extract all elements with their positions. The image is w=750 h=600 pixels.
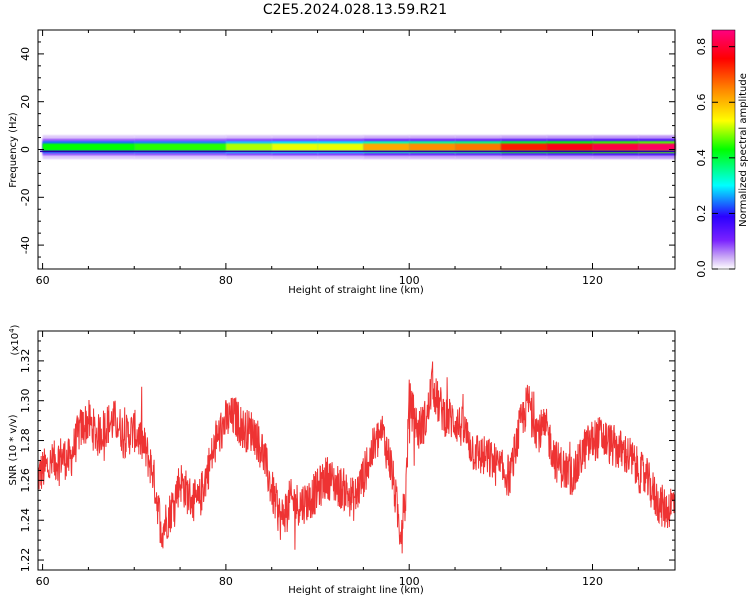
band-segment (271, 143, 319, 151)
band-segment (546, 143, 594, 151)
x-tick-label: 120 (582, 274, 603, 287)
colorbar-label: Normalized spectral amplitude (738, 73, 749, 227)
x-tick-label: 80 (219, 274, 233, 287)
colorbar-tick-label: 0.0 (695, 260, 708, 278)
colorbar-gradient (711, 29, 736, 270)
snr-panel: 60 80 100 120 1.22 1.24 1.26 1.28 1.30 1.32 Heig… (8, 324, 676, 596)
spectrogram-panel: 60 80 100 120 40 20 0 -20 -40 Height of straigh… (8, 29, 676, 296)
y-tick-label: 20 (19, 95, 32, 109)
x-tick-label: 100 (399, 274, 420, 287)
bottom-y-scale-label: (x104) (8, 324, 21, 355)
y-tick-label: 1.30 (19, 388, 32, 413)
x-tick-label: 60 (36, 575, 50, 588)
x-tick-label: 80 (219, 575, 233, 588)
top-y-axis-label: Frequency (Hz) (8, 112, 19, 188)
figure-title: C2E5.2024.028.13.59.R21 (263, 2, 447, 18)
band-segment (592, 143, 639, 151)
x-tick-label: 100 (399, 575, 420, 588)
band-segment (638, 143, 676, 151)
y-tick-label: -20 (19, 188, 32, 206)
y-tick-label: 40 (19, 47, 32, 61)
top-x-ticks: 60 80 100 120 (36, 30, 639, 287)
y-tick-label: 1.22 (19, 548, 32, 573)
y-tick-label: 0 (19, 146, 32, 153)
band-segment (225, 143, 273, 151)
band-segment (455, 143, 502, 151)
top-y-ticks: 40 20 0 -20 -40 (19, 29, 675, 270)
spectral-band (40, 135, 676, 160)
bottom-x-ticks: 60 80 100 120 (36, 331, 639, 588)
colorbar-tick-label: 0.2 (695, 205, 708, 223)
bottom-x-axis-label: Height of straight line (km) (288, 585, 424, 596)
x-tick-label: 120 (582, 575, 603, 588)
y-tick-label: 1.28 (19, 428, 32, 453)
colorbar: 0.0 0.2 0.4 0.6 0.8 Normalized spectral ampl… (695, 29, 749, 278)
y-tick-label: 1.24 (19, 508, 32, 533)
band-segment (42, 143, 135, 151)
band-segment (317, 143, 364, 151)
bottom-y-axis-label: SNR (10 * v/v) (8, 414, 19, 485)
y-tick-label: 1.26 (19, 468, 32, 493)
y-tick-label: -40 (19, 236, 32, 254)
band-segment (134, 143, 227, 151)
x-tick-label: 60 (36, 274, 50, 287)
band-segment (363, 143, 410, 151)
y-tick-label: 1.32 (19, 349, 32, 374)
band-segment (409, 143, 456, 151)
colorbar-tick-label: 0.4 (695, 149, 708, 167)
bottom-y-ticks: 1.22 1.24 1.26 1.28 1.30 1.32 (19, 330, 675, 573)
colorbar-tick-label: 0.8 (695, 38, 708, 56)
colorbar-tick-label: 0.6 (695, 94, 708, 112)
colorbar-ticks: 0.0 0.2 0.4 0.6 0.8 (695, 38, 735, 278)
top-x-axis-label: Height of straight line (km) (288, 285, 424, 296)
band-segment (500, 143, 548, 151)
snr-series-line (37, 361, 676, 554)
